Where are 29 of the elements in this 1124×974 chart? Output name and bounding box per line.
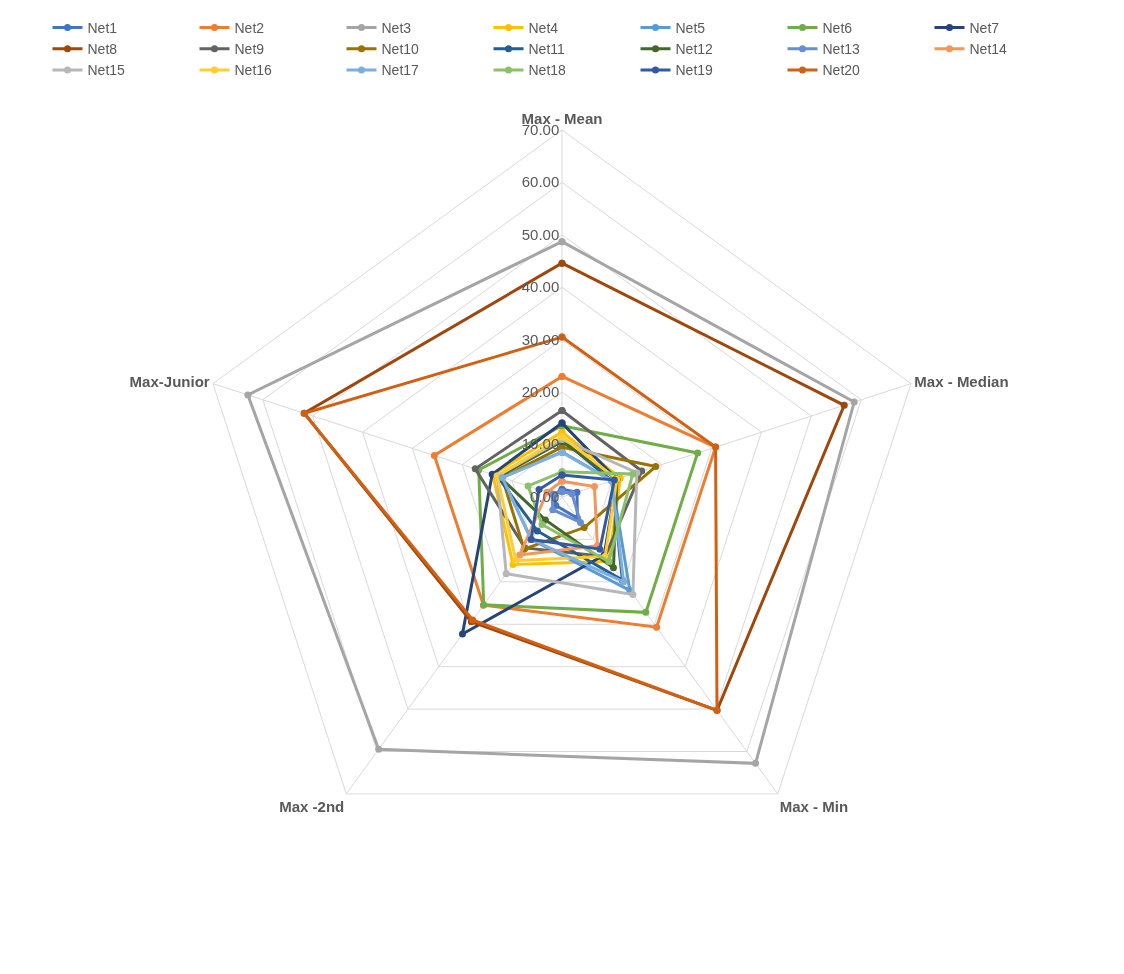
legend-label: Net11: [528, 41, 566, 58]
legend-label: Net17: [381, 62, 420, 79]
spoke-label: Max - Median: [914, 372, 1009, 390]
legend-label: Net7: [969, 20, 1000, 37]
legend-label: Net2: [234, 20, 265, 37]
legend-label: Net6: [822, 20, 853, 37]
y-tick-label: 50.00: [521, 225, 560, 243]
y-tick-label: 40.00: [521, 278, 560, 296]
legend-label: Net4: [528, 20, 559, 37]
legend-label: Net15: [87, 62, 126, 79]
spoke-label: Max-Junior: [129, 372, 210, 390]
spoke-label: Max - Min: [779, 797, 849, 815]
y-tick-label: 0.00: [530, 487, 560, 505]
spoke-label: Max -2nd: [279, 797, 345, 815]
legend-label: Net3: [381, 20, 412, 37]
legend-label: Net9: [234, 41, 265, 58]
legend-label: Net13: [822, 41, 861, 58]
legend-label: Net5: [675, 20, 706, 37]
y-tick-label: 10.00: [521, 435, 560, 453]
y-tick-label: 60.00: [521, 173, 560, 191]
legend-label: Net20: [822, 62, 861, 79]
legend-label: Net14: [969, 41, 1008, 58]
legend-label: Net16: [234, 62, 273, 79]
legend-label: Net10: [381, 41, 420, 58]
legend-label: Net18: [528, 62, 567, 79]
legend-label: Net19: [675, 62, 714, 79]
legend-label: Net8: [87, 41, 118, 58]
legend-label: Net1: [87, 20, 118, 37]
legend-label: Net12: [675, 41, 714, 58]
